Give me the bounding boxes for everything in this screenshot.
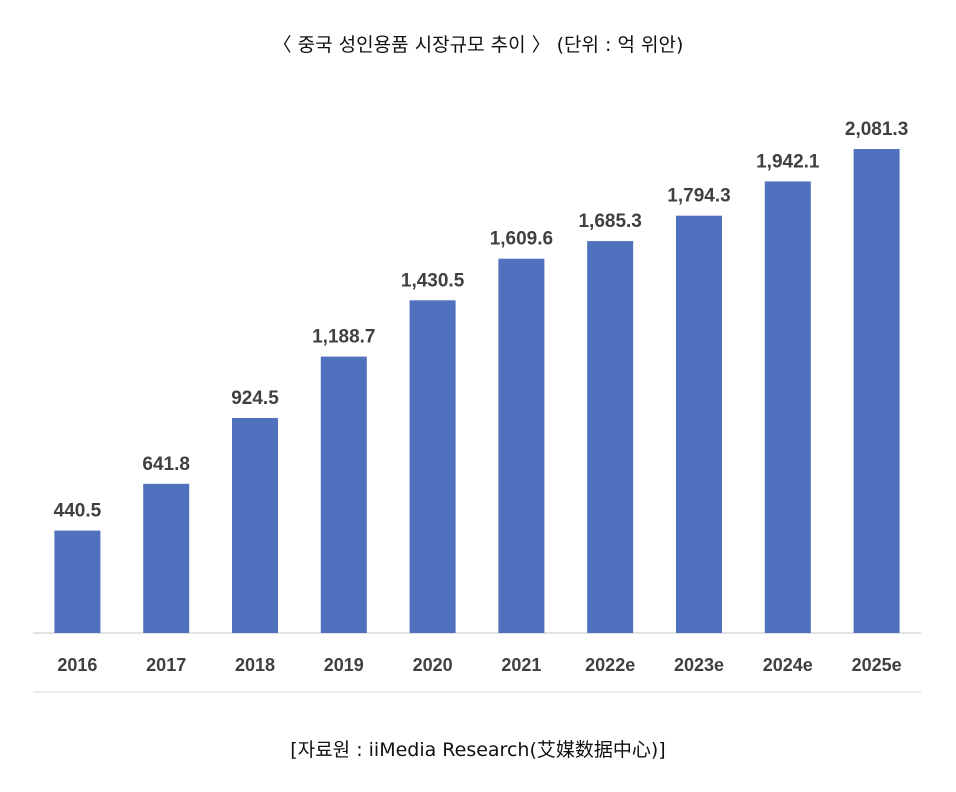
x-tick-label-2016: 2016 — [57, 655, 97, 675]
data-label-2019: 1,188.7 — [312, 327, 375, 348]
bar-2017 — [143, 483, 190, 633]
data-label-2020: 1,430.5 — [401, 270, 465, 291]
bars-group — [54, 149, 900, 633]
x-tick-label-2025e: 2025e — [852, 655, 902, 675]
x-tick-label-2019: 2019 — [324, 655, 364, 675]
bar-2025e — [853, 149, 900, 633]
data-label-2018: 924.5 — [231, 388, 279, 409]
bar-2024e — [764, 181, 811, 633]
bar-2020 — [409, 300, 456, 633]
data-label-2025e: 2,081.3 — [845, 119, 908, 140]
chart-title: 〈 중국 성인용품 시장규모 추이 〉 (단위 : 억 위안) — [272, 34, 684, 56]
data-label-2016: 440.5 — [54, 501, 102, 522]
x-tick-label-2023e: 2023e — [674, 655, 724, 675]
x-tick-label-2020: 2020 — [413, 655, 453, 675]
x-tick-label-2017: 2017 — [146, 655, 186, 675]
data-labels-group: 440.5 641.8 924.5 1,188.7 1,430.5 1,609.6 1,68… — [54, 119, 909, 522]
x-tick-label-2018: 2018 — [235, 655, 275, 675]
data-label-2023e: 1,794.3 — [667, 186, 730, 207]
bar-2019 — [320, 356, 367, 633]
bar-2016 — [54, 530, 101, 633]
x-tick-label-2022e: 2022e — [585, 655, 635, 675]
x-tick-label-2021: 2021 — [501, 655, 541, 675]
data-label-2022e: 1,685.3 — [578, 211, 641, 232]
data-label-2024e: 1,942.1 — [756, 151, 820, 172]
bar-2021 — [498, 258, 545, 633]
x-tick-labels-group: 2016 2017 2018 2019 2020 2021 2022e 2023e 2024e 2… — [57, 655, 901, 675]
bar-2022e — [587, 241, 634, 633]
x-tick-label-2024e: 2024e — [763, 655, 813, 675]
source-note: [자료원 : iiMedia Research(艾媒数据中心)] — [290, 739, 666, 761]
data-label-2017: 641.8 — [142, 454, 190, 475]
data-label-2021: 1,609.6 — [490, 229, 553, 250]
bar-2023e — [676, 215, 722, 633]
bar-2018 — [232, 418, 278, 633]
